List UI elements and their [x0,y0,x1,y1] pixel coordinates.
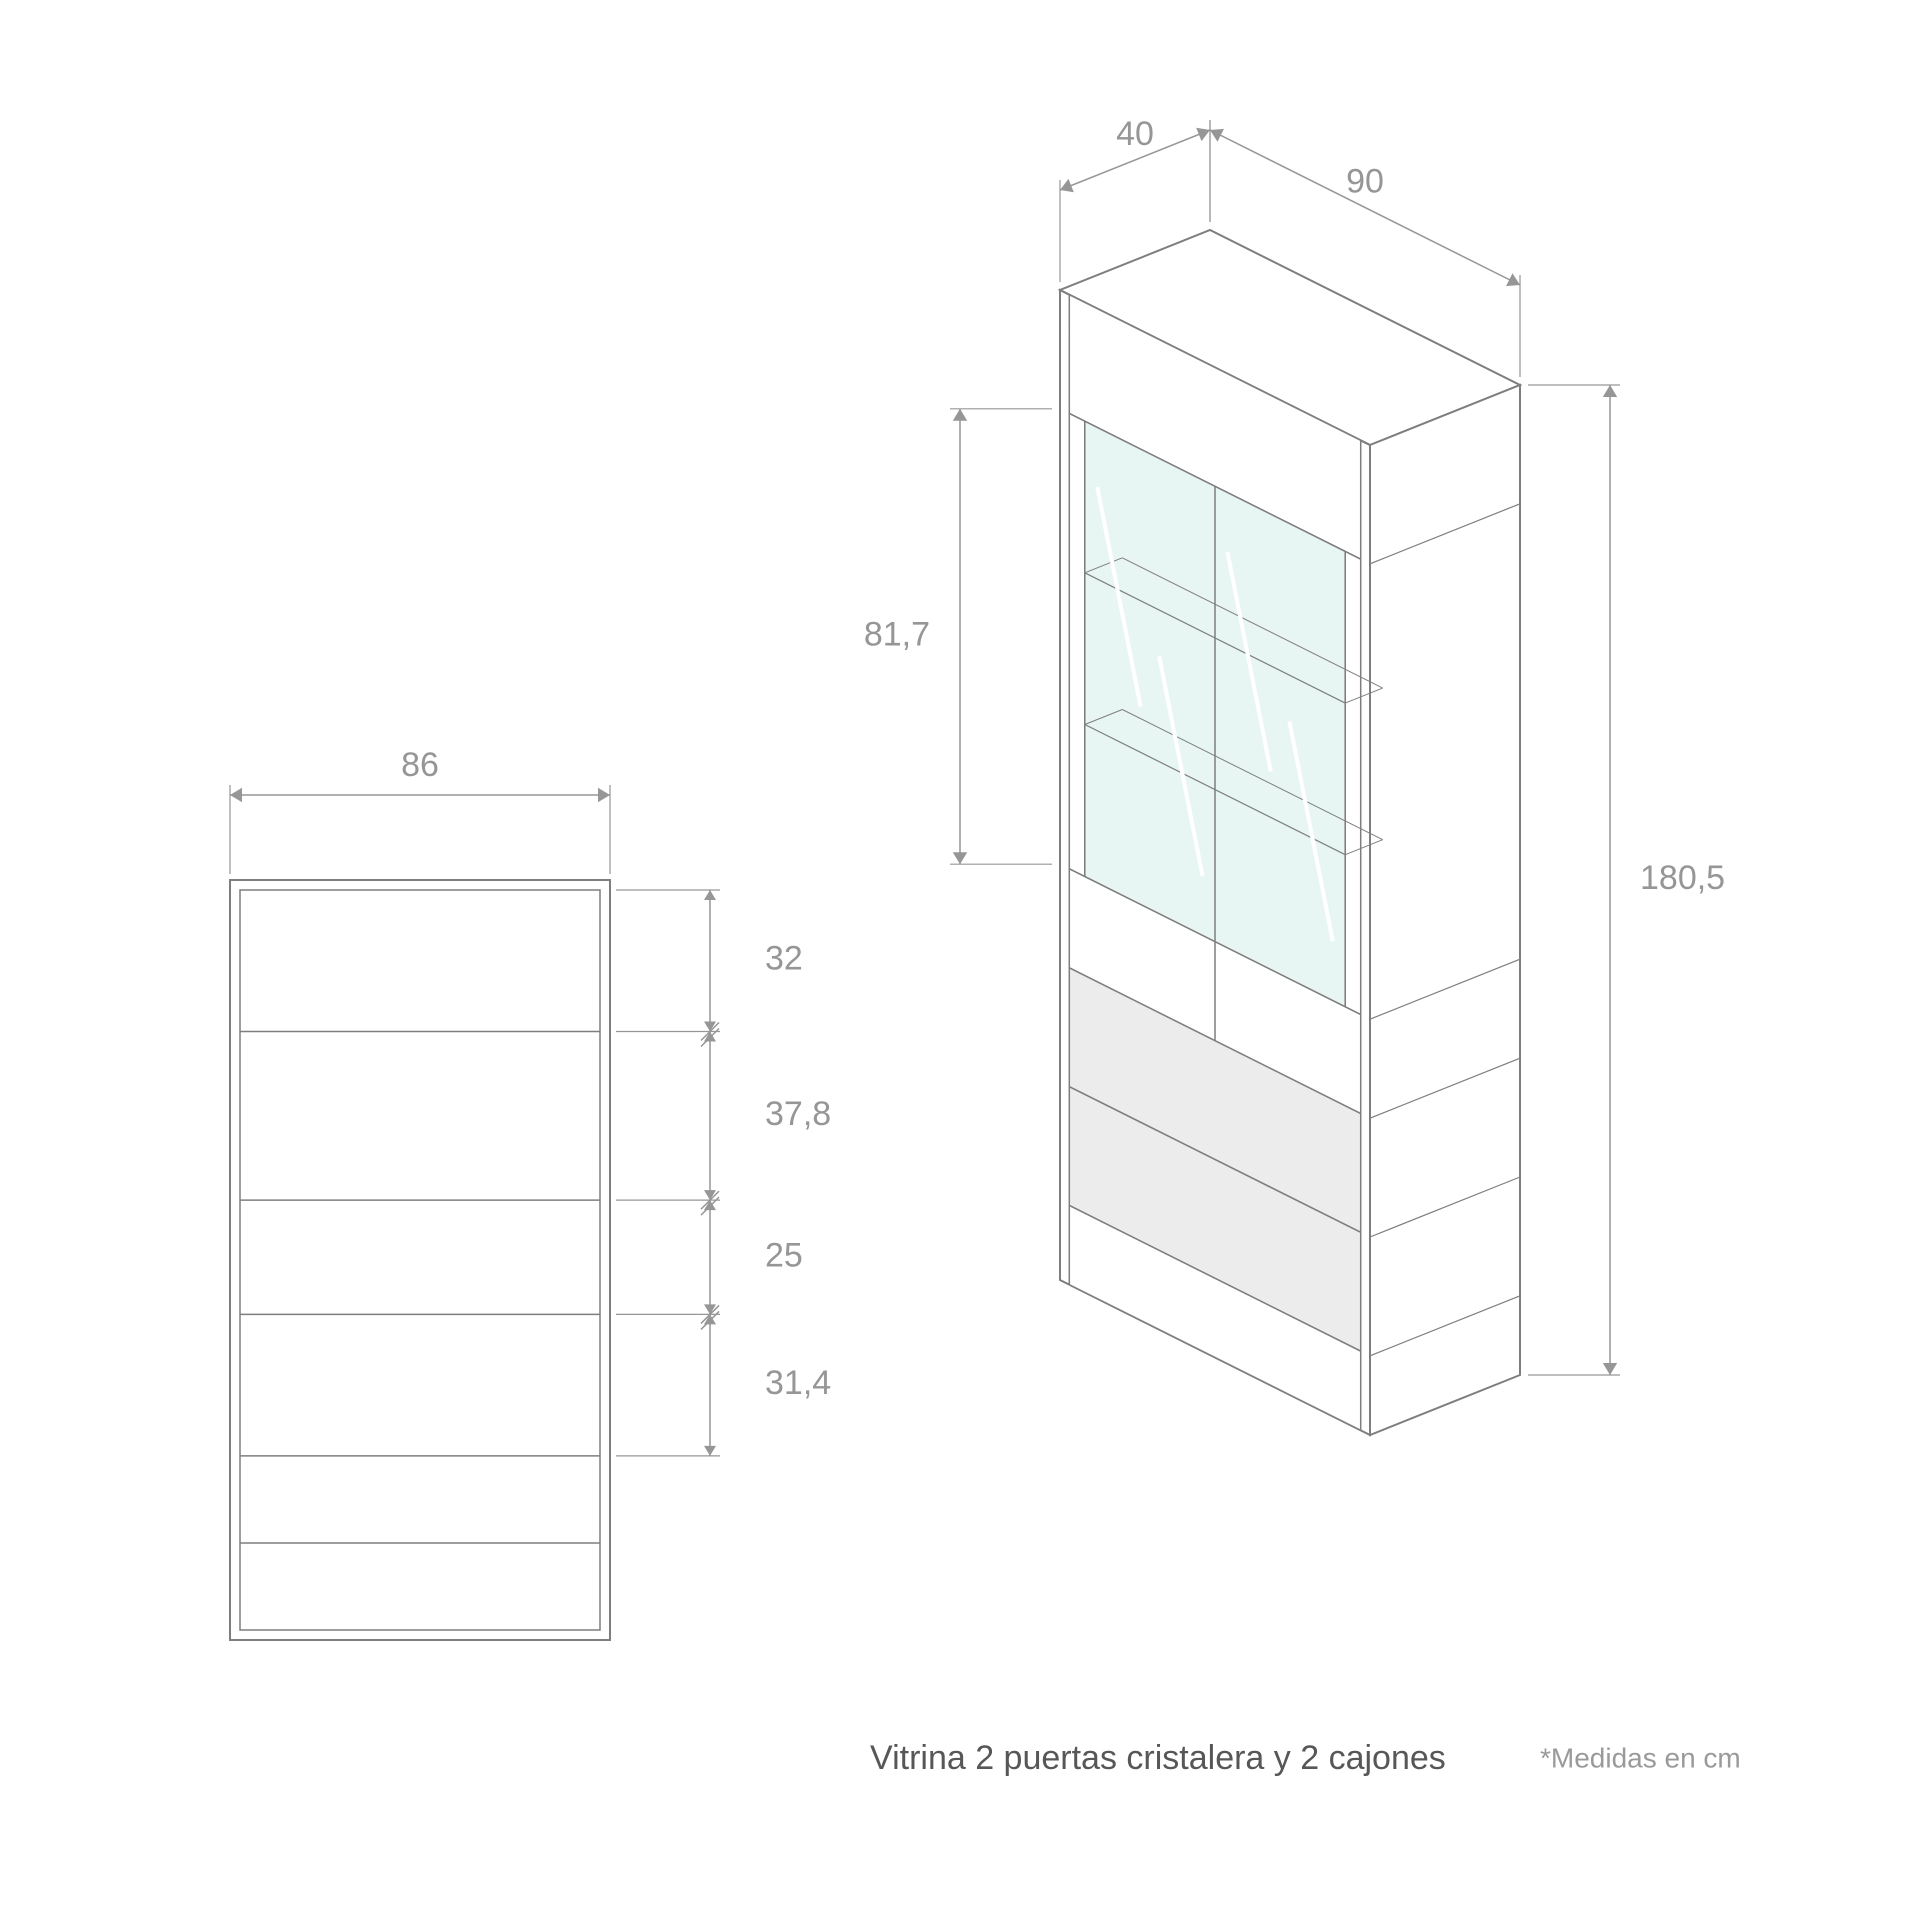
dim-front-row-3: 31,4 [765,1364,831,1402]
front-outline [230,880,610,1640]
dim-iso-width: 90 [1346,162,1384,200]
dim-front-width: 86 [401,746,439,784]
dim-iso-height: 180,5 [1640,859,1725,897]
dim-iso-depth: 40 [1116,115,1154,153]
front-view: 86 32 37,8 25 31,4 [230,746,831,1640]
dim-front-row-2: 25 [765,1236,803,1274]
diagram-note: *Medidas en cm [1540,1742,1741,1773]
dim-front-row-1: 37,8 [765,1095,831,1133]
iso-view: 40 90 180,5 81,7 [864,115,1725,1435]
diagram-title: Vitrina 2 puertas cristalera y 2 cajones [870,1739,1446,1777]
dim-iso-glass-height: 81,7 [864,615,930,653]
dim-front-row-0: 32 [765,940,803,978]
